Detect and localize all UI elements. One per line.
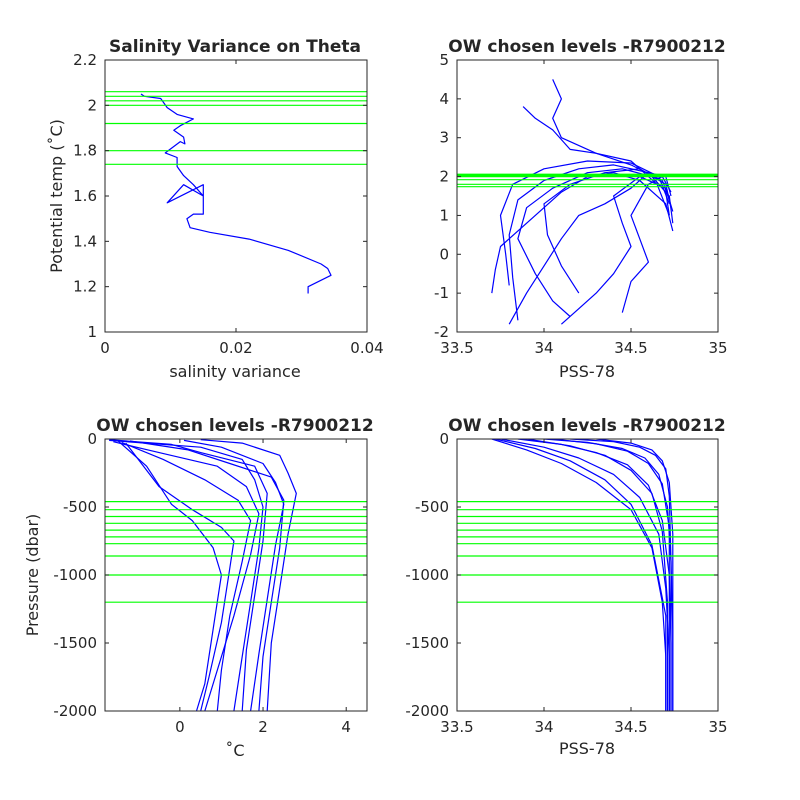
panel3-title: OW chosen levels -R7900212 xyxy=(96,416,373,436)
x-tick-label: 34 xyxy=(534,718,553,736)
panel1-ylabel: Potential temp (˚C) xyxy=(47,119,66,273)
y-tick-label: -1500 xyxy=(53,634,97,652)
x-tick-label: 34.5 xyxy=(614,718,647,736)
series-line-7 xyxy=(125,442,235,711)
panel4-xlabel: PSS-78 xyxy=(559,739,615,758)
panel4-title: OW chosen levels -R7900212 xyxy=(448,416,725,436)
series-line-7 xyxy=(596,439,674,711)
x-tick-label: 0.02 xyxy=(219,339,252,357)
panel3-xlabel: ˚C xyxy=(225,741,244,760)
axes-box xyxy=(456,59,719,333)
y-tick-label: -1 xyxy=(434,284,449,302)
panel3-ylabel: Pressure (dbar) xyxy=(23,514,42,637)
series-line-5 xyxy=(121,441,252,711)
panel3-plot-area: 0 2 4 -2000 -1500 -1000 -500 0 xyxy=(53,430,368,736)
x-tick-label: 0 xyxy=(100,339,110,357)
series-line-8 xyxy=(552,439,670,711)
y-tick-label: 1 xyxy=(439,206,449,224)
series-line-8 xyxy=(183,439,285,711)
panel1-plot-area: 0 0.02 0.04 1 1.2 1.4 1.6 1.8 2 2.2 xyxy=(73,51,384,357)
data-layer xyxy=(105,439,367,711)
x-tick-label: 35 xyxy=(708,339,727,357)
y-tick-label: -2 xyxy=(434,323,449,341)
data-layer xyxy=(105,91,367,294)
y-tick-label: -500 xyxy=(415,498,449,516)
series-line-6 xyxy=(109,439,268,711)
y-tick-label: 5 xyxy=(439,51,449,69)
series-line-1 xyxy=(113,441,260,711)
y-tick-label: -1000 xyxy=(53,566,97,584)
series-line-5 xyxy=(495,439,667,711)
panel-theta-salinity: OW chosen levels -R7900212 33.5 34 34.5 35-… xyxy=(434,37,728,381)
series-line-4 xyxy=(200,439,297,711)
panel-pressure-temperature: OW chosen levels -R7900212 0 2 4 -2000 -1500… xyxy=(23,416,374,760)
y-tick-label: 1.8 xyxy=(73,142,97,160)
series-line-6 xyxy=(526,439,669,711)
plot-background xyxy=(457,60,718,332)
y-tick-label: 1.2 xyxy=(73,278,97,296)
y-tick-label: -500 xyxy=(63,498,97,516)
series-line-8 xyxy=(621,176,672,313)
series-line-2 xyxy=(129,440,285,711)
panel2-title: OW chosen levels -R7900212 xyxy=(448,37,725,57)
y-tick-label: 0 xyxy=(439,430,449,448)
panel-pressure-salinity: OW chosen levels -R7900212 33.5 34 34.5 35 -… xyxy=(405,416,727,758)
x-tick-label: 33.5 xyxy=(440,718,473,736)
y-tick-label: 1.4 xyxy=(73,232,97,250)
panel-salinity-variance: Salinity Variance on Theta 0 0.02 0.04 1 1.2… xyxy=(47,37,384,381)
series-line-9 xyxy=(499,160,670,286)
series-line-0 xyxy=(140,93,332,294)
series-line-3 xyxy=(117,439,222,711)
y-tick-label: 2.2 xyxy=(73,51,97,69)
y-tick-label: 1.6 xyxy=(73,187,97,205)
series-line-6 xyxy=(522,106,670,216)
y-tick-label: 2 xyxy=(87,96,97,114)
y-tick-label: -2000 xyxy=(405,702,449,720)
series-line-3 xyxy=(552,79,670,201)
y-tick-label: 0 xyxy=(439,245,449,263)
x-tick-label: 34 xyxy=(534,339,553,357)
x-tick-label: 2 xyxy=(258,718,268,736)
y-tick-label: -1500 xyxy=(405,634,449,652)
x-tick-label: 35 xyxy=(708,718,727,736)
series-line-1 xyxy=(500,439,670,711)
panel2-xlabel: PSS-78 xyxy=(559,362,615,381)
x-tick-label: 34.5 xyxy=(614,339,647,357)
y-tick-label: 3 xyxy=(439,129,449,147)
y-tick-label: 2 xyxy=(439,168,449,186)
y-tick-label: 0 xyxy=(87,430,97,448)
series-line-0 xyxy=(109,439,264,711)
x-tick-label: 0 xyxy=(175,718,185,736)
y-tick-label: 1 xyxy=(87,323,97,341)
x-tick-label: 33.5 xyxy=(440,339,473,357)
x-tick-label: 0.04 xyxy=(350,339,383,357)
series-line-4 xyxy=(570,439,672,711)
panel4-plot-area: 33.5 34 34.5 35 -2000 -1500 -1000 -500 0 xyxy=(405,430,727,736)
y-tick-label: -2000 xyxy=(53,702,97,720)
panel1-xlabel: salinity variance xyxy=(169,362,300,381)
y-tick-label: 4 xyxy=(439,90,449,108)
data-layer xyxy=(457,79,718,325)
x-tick-label: 4 xyxy=(341,718,351,736)
panel1-title: Salinity Variance on Theta xyxy=(109,37,361,57)
data-layer xyxy=(457,439,718,711)
y-tick-label: -1000 xyxy=(405,566,449,584)
